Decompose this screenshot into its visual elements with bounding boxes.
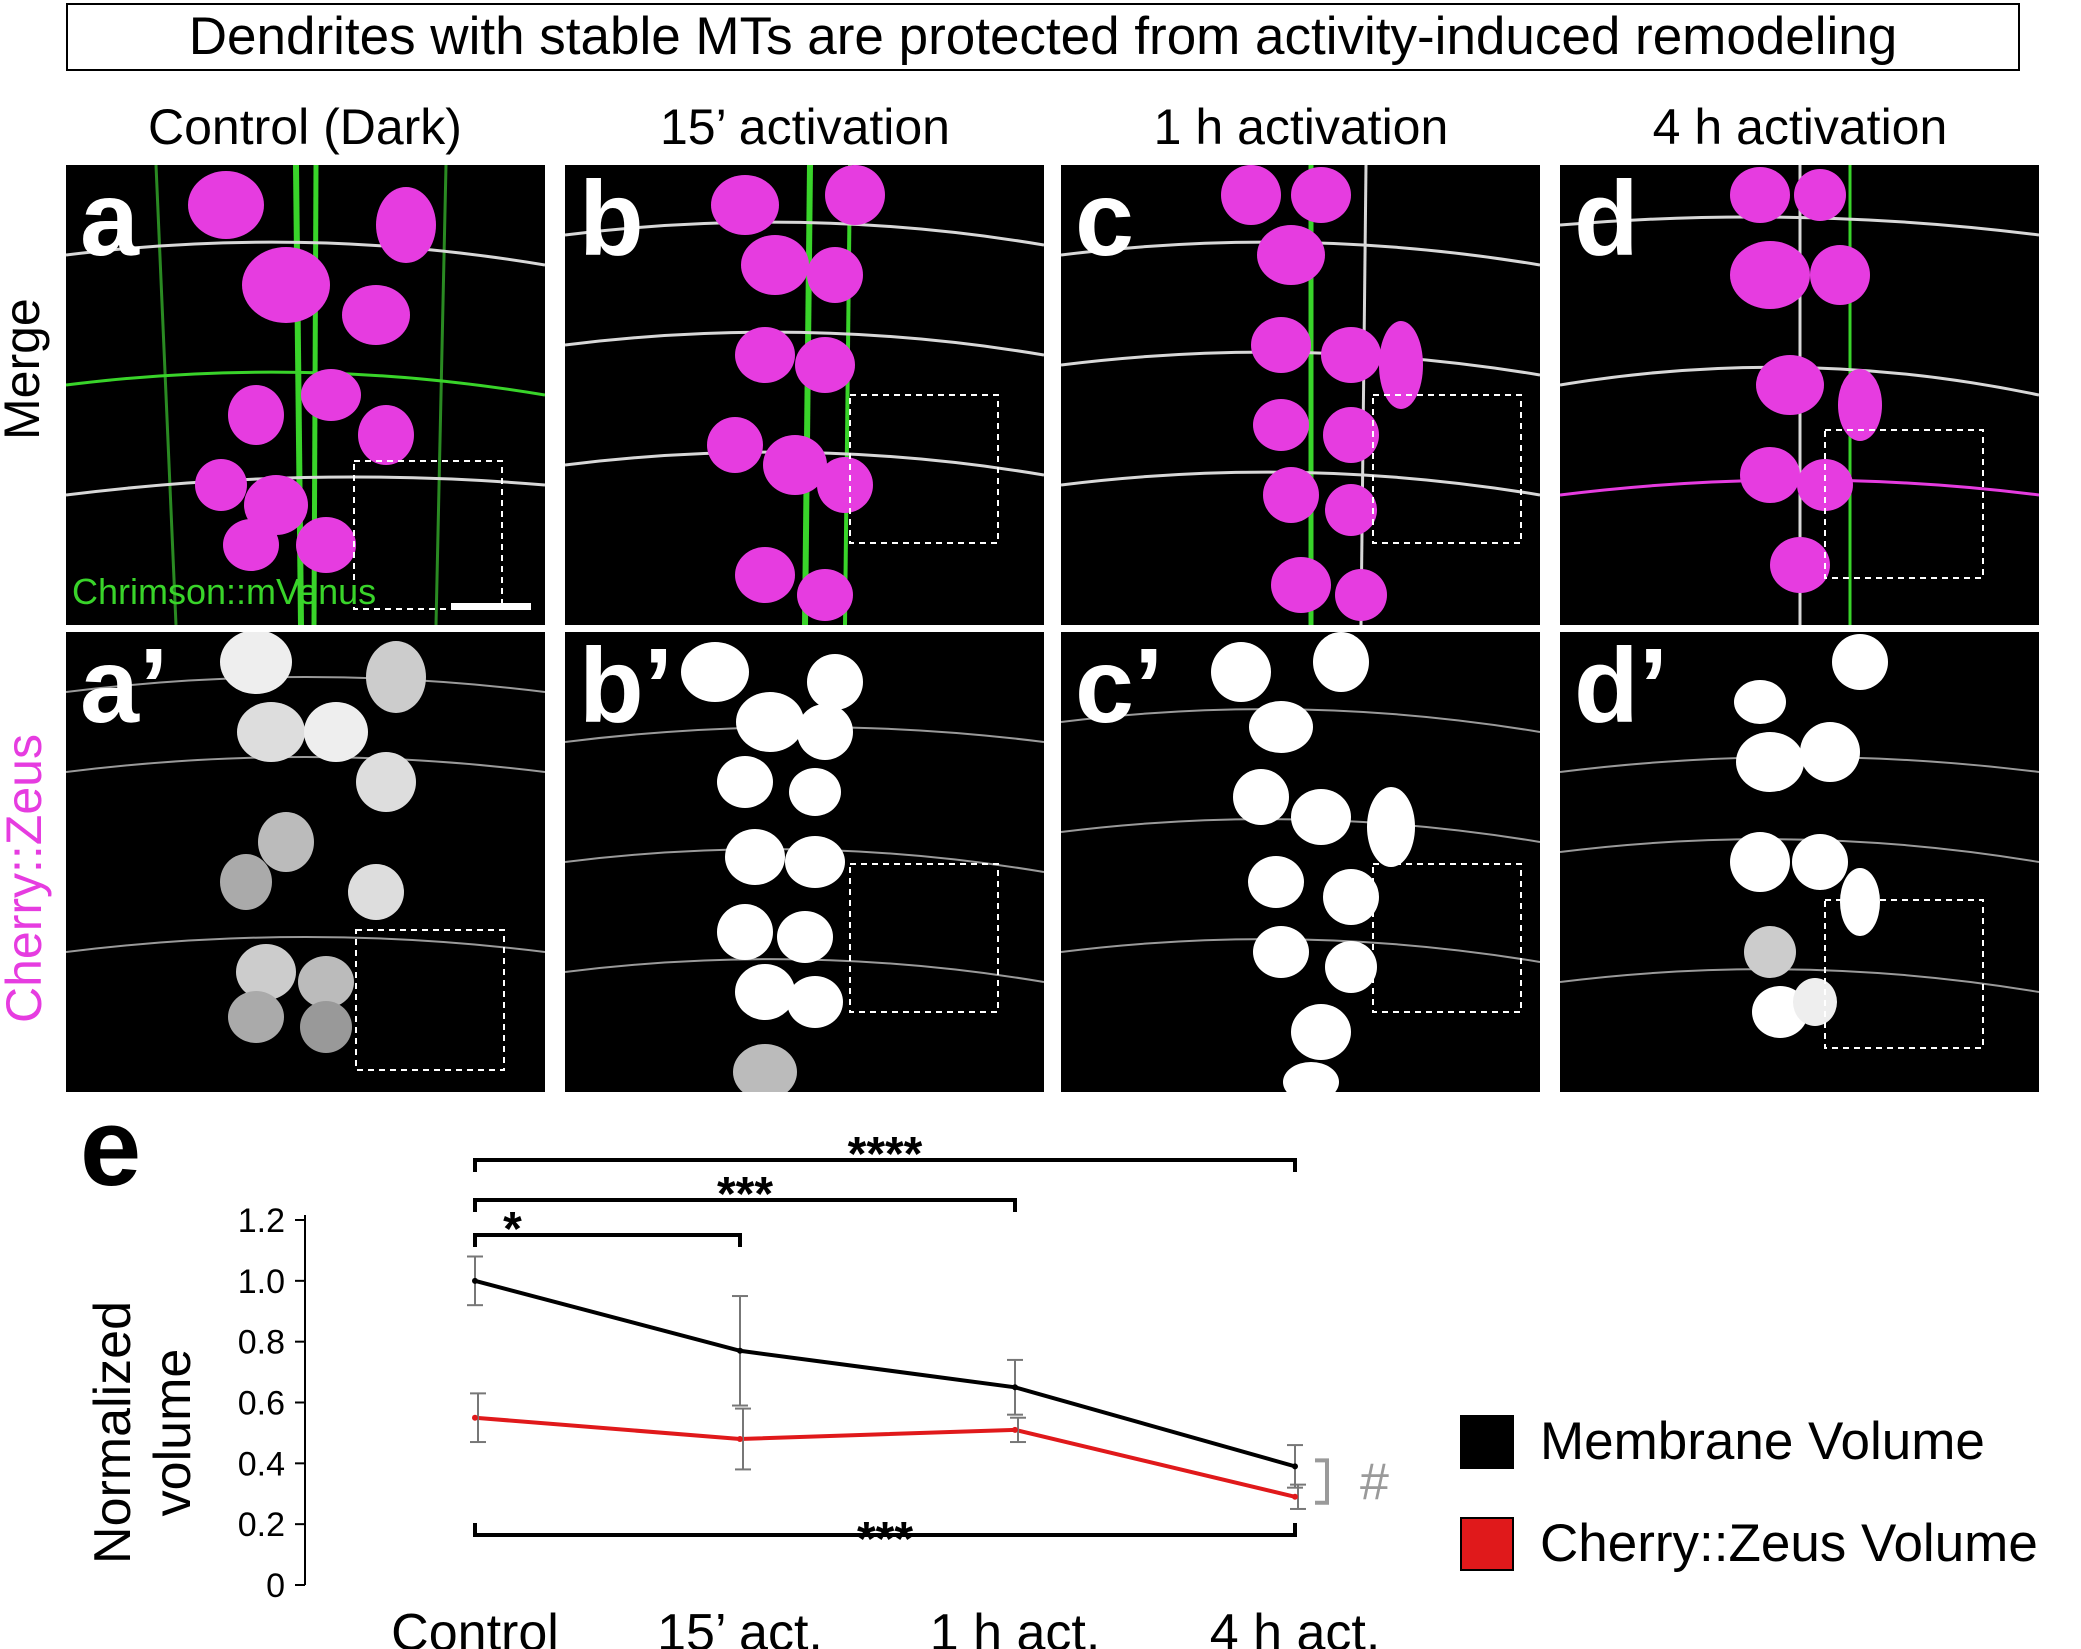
- figure-title: Dendrites with stable MTs are protected …: [66, 3, 2020, 71]
- microscopy-image: [1061, 632, 1540, 1092]
- data-point: [1292, 1463, 1298, 1470]
- chrimson-label: Chrimson::mVenus: [72, 571, 377, 612]
- y-tick-label: 1.2: [238, 1202, 285, 1240]
- panel-label-a-prime: a’: [80, 632, 169, 745]
- panel-d: d: [1560, 165, 2039, 625]
- panel-label-d: d: [1574, 165, 1639, 278]
- panel-a-prime: a’: [66, 632, 545, 1092]
- y-tick-label: 0.8: [238, 1324, 285, 1362]
- y-tick-label: 0.2: [238, 1506, 285, 1544]
- y-tick-label: 0.4: [238, 1445, 285, 1483]
- significance-label: ***: [717, 1168, 773, 1221]
- legend-swatch-membrane: [1460, 1415, 1514, 1469]
- microscopy-image: [1560, 634, 2039, 1049]
- significance-bracket: [473, 1158, 1297, 1172]
- microscopy-image: [565, 642, 1044, 1092]
- microscopy-image: [565, 165, 1044, 625]
- panel-label-b: b: [579, 165, 644, 278]
- microscopy-image: [1560, 165, 2039, 625]
- panel-d-prime: d’: [1560, 632, 2039, 1092]
- significance-bracket: [473, 1523, 1297, 1537]
- data-point: [1012, 1426, 1018, 1433]
- y-tick-label: 1.0: [238, 1263, 285, 1301]
- panel-label-c: c: [1075, 165, 1134, 278]
- volume-line-chart: 0 0.2 0.4 0.6 0.8 1.0 1.2 Normalizedvolume Contr…: [80, 1110, 1389, 1649]
- legend-label-membrane: Membrane Volume: [1540, 1412, 1985, 1471]
- data-point: [737, 1347, 743, 1354]
- microscopy-image: [1061, 165, 1540, 625]
- data-point: [1012, 1384, 1018, 1391]
- y-tick-label: 0: [266, 1567, 285, 1605]
- legend-swatch-zeus: [1460, 1517, 1514, 1571]
- panel-a: a Chrimson::mVenus: [66, 165, 545, 625]
- x-tick-label: 1 h act.: [930, 1604, 1101, 1649]
- panel-c: c: [1061, 165, 1540, 625]
- significance-bracket: [473, 1198, 1017, 1212]
- hash-label: #: [1360, 1454, 1389, 1512]
- hash-bracket: [1315, 1458, 1329, 1505]
- row-label-zeus: Cherry::Zeus: [0, 734, 52, 1023]
- y-axis-label: Normalizedvolume: [84, 1301, 202, 1564]
- column-header-4h: 4 h activation: [1652, 99, 1948, 155]
- panel-label-a: a: [80, 165, 139, 278]
- panel-label-b-prime: b’: [579, 632, 674, 745]
- significance-label: *: [503, 1203, 522, 1256]
- significance-label: ****: [848, 1128, 923, 1181]
- panel-c-prime: c’: [1061, 632, 1540, 1092]
- legend-label-zeus: Cherry::Zeus Volume: [1540, 1514, 2038, 1573]
- panel-label-c-prime: c’: [1075, 632, 1164, 745]
- y-tick-label: 0.6: [238, 1385, 285, 1423]
- row-label-merge: Merge: [0, 298, 50, 440]
- data-point: [1292, 1493, 1298, 1500]
- microscopy-image: [66, 165, 545, 625]
- panel-b: b: [565, 165, 1044, 625]
- x-tick-label: 4 h act.: [1210, 1604, 1381, 1649]
- column-header-control: Control (Dark): [148, 99, 462, 155]
- data-point: [472, 1277, 478, 1284]
- x-tick-label: 15’ act.: [657, 1604, 823, 1649]
- data-point: [737, 1436, 743, 1442]
- significance-label: ***: [857, 1513, 913, 1566]
- series-line: [474, 1278, 1296, 1469]
- microscopy-image: [66, 632, 545, 1071]
- panel-label-e: e: [80, 1110, 141, 1209]
- x-tick-label: Control: [391, 1604, 559, 1649]
- significance-bracket: [473, 1233, 742, 1247]
- column-header-15min: 15’ activation: [660, 99, 950, 155]
- series-line: [474, 1415, 1296, 1499]
- column-header-1h: 1 h activation: [1153, 99, 1449, 155]
- panel-label-d-prime: d’: [1574, 632, 1669, 745]
- data-point: [472, 1414, 478, 1421]
- panel-b-prime: b’: [565, 632, 1044, 1092]
